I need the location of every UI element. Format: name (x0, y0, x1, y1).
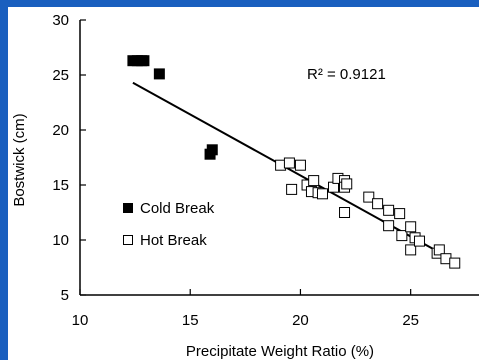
y-tick-label: 20 (52, 122, 69, 139)
r-squared-annotation: R² = 0.9121 (307, 66, 386, 83)
x-axis-label: Precipitate Weight Ratio (%) (186, 343, 374, 360)
axes (79, 20, 479, 296)
legend-label-cold-break: Cold Break (140, 200, 215, 217)
hot-break-point (363, 191, 375, 203)
data-points (127, 55, 461, 269)
hot-break-point (308, 175, 320, 187)
y-axis-label: Bostwick (cm) (11, 113, 28, 206)
hot-break-point (372, 198, 384, 210)
hot-break-point (339, 207, 351, 218)
hot-break-point (449, 257, 461, 269)
hot-break-point (383, 204, 395, 216)
hot-break-point (383, 220, 395, 232)
legend-marker-cold-break (123, 203, 133, 213)
x-tick-label: 10 (72, 312, 89, 329)
hot-break-point (394, 208, 406, 220)
hot-break-point (433, 244, 445, 256)
cold-break-point (138, 55, 150, 67)
cold-break-point (206, 144, 218, 156)
hot-break-point (283, 157, 295, 169)
legend-label-hot-break: Hot Break (140, 232, 207, 249)
hot-break-point (294, 159, 306, 171)
hot-break-point (286, 183, 298, 195)
y-tick-label: 10 (52, 232, 69, 249)
hot-break-point (405, 221, 417, 233)
left-border (0, 0, 8, 360)
hot-break-point (316, 188, 328, 200)
top-border (0, 0, 479, 7)
cold-break-point (153, 68, 165, 80)
legend: Cold Break Hot Break (123, 200, 215, 249)
x-tick-label: 25 (402, 312, 419, 329)
hot-break-point (341, 178, 353, 190)
hot-break-point (396, 230, 408, 242)
y-tick-label: 15 (52, 177, 69, 194)
y-tick-label: 25 (52, 67, 69, 84)
x-tick-label: 20 (292, 312, 309, 329)
hot-break-point (413, 235, 425, 247)
legend-marker-hot-break (123, 235, 133, 245)
y-tick-label: 5 (61, 287, 69, 304)
hot-break-point (405, 244, 417, 256)
x-tick-label: 15 (182, 312, 199, 329)
y-tick-label: 30 (52, 12, 69, 29)
